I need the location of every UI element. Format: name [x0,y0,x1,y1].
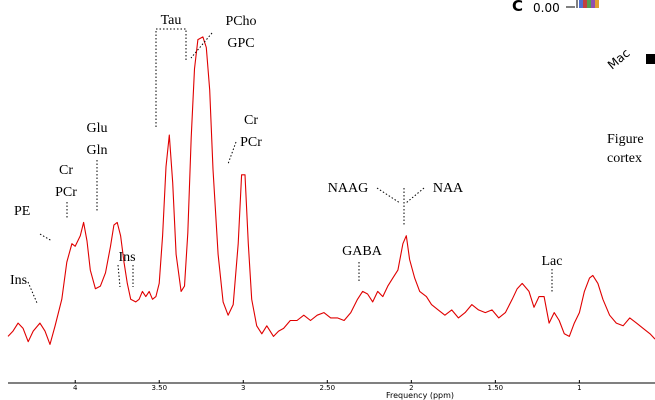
peak-annotations: Ins PE Cr PCr Glu Gln Ins Tau PCho GPC Cr PCr NAAG NA… [10,13,562,288]
spectrum-series [7,36,655,345]
inset-bars [579,0,599,8]
peak-label: PCho [225,14,256,29]
inset-caption-line-2: cortex [607,151,642,166]
peak-leader-line [227,141,237,165]
peak-label: PCr [55,185,77,200]
inset-bar [587,0,591,8]
peak-leader-line [39,233,53,242]
peak-leader-line [27,281,38,304]
inset-caption-line-1: Figure [607,132,644,147]
peak-label: Gln [87,143,108,158]
x-tick-label: 2 [409,384,413,392]
x-tick-label: 1.50 [488,384,504,392]
peak-label: PCr [240,135,262,150]
peak-label: Tau [161,13,182,28]
inset-axis-value: 0.00 [533,1,560,15]
peak-leader-line [376,187,401,204]
x-tick-label: 3 [241,384,245,392]
inset-bar [591,0,595,8]
x-tick-label: 4 [73,384,78,392]
inset-partial-mark [646,54,655,64]
peak-label: Cr [244,113,258,128]
peak-leader-line [190,32,213,59]
inset-bar [579,0,583,8]
cropped-inset: C 0.00 Mac Figure cortex [512,0,655,166]
peak-label: GABA [342,244,383,259]
peak-label: PE [14,204,30,219]
peak-label: Glu [87,121,108,136]
peak-leader-lines [27,28,553,304]
peak-label: Ins [10,273,27,288]
x-axis-title: Frequency (ppm) [386,391,454,400]
peak-label: Cr [59,163,73,178]
inset-bar [583,0,587,8]
peak-label: GPC [227,36,254,51]
peak-leader-line [117,264,121,288]
peak-label: NAAG [328,181,368,196]
peak-leader-line [405,187,425,204]
inset-partial-glyph: C [512,0,523,15]
x-axis-ticks: 4 3.50 3 2.50 2 1.50 1 [73,380,582,392]
peak-label: Lac [542,254,563,269]
peak-label: Ins [118,250,135,265]
inset-rotated-label: Mac [605,46,633,72]
x-tick-label: 2.50 [320,384,336,392]
peak-leader-line [155,28,187,127]
x-tick-label: 1 [577,384,581,392]
inset-bar [595,0,599,8]
peak-label: NAA [433,181,464,196]
x-tick-label: 3.50 [151,384,167,392]
spectrum-line [7,36,655,345]
